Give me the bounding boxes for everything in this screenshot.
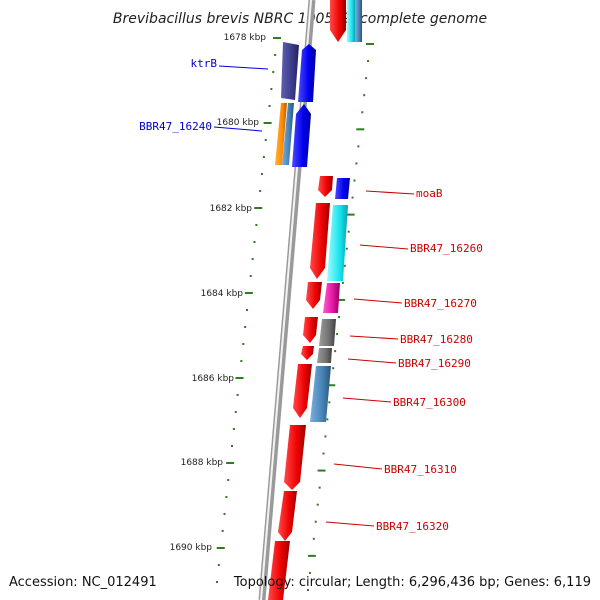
leader-16270	[353, 298, 403, 304]
genome-title: Brevibacillus brevis NBRC 100599, comple…	[113, 11, 487, 27]
gene-ktrB-blue[interactable]	[298, 44, 316, 102]
leader-ktrB	[218, 65, 269, 70]
scale-ticks	[216, 37, 374, 591]
gene-16240-orange[interactable]	[275, 103, 287, 165]
accession-text: Accession: NC_012491	[9, 575, 157, 590]
label-leaders	[213, 65, 415, 527]
leader-16320	[325, 521, 375, 527]
gene-label-16310[interactable]: BBR47_16310	[384, 463, 457, 476]
gene-16270-magenta[interactable]	[323, 283, 340, 313]
gene-label-16270[interactable]: BBR47_16270	[404, 297, 477, 310]
gene-top-red[interactable]	[330, 0, 346, 42]
leader-16290	[347, 358, 397, 364]
gene-16300-steel[interactable]	[310, 366, 331, 422]
gene-16310[interactable]	[284, 425, 306, 490]
gene-label-16260[interactable]: BBR47_16260	[410, 242, 483, 255]
gene-16320[interactable]	[278, 491, 297, 541]
gene-16290-gray[interactable]	[317, 348, 332, 363]
gene-16270[interactable]	[306, 282, 322, 309]
gene-label-16290[interactable]: BBR47_16290	[398, 357, 471, 370]
gene-label-16300[interactable]: BBR47_16300	[393, 396, 466, 409]
gene-label-ktrB[interactable]: ktrB	[191, 57, 218, 70]
gene-label-16320[interactable]: BBR47_16320	[376, 520, 449, 533]
gene-16240-blue[interactable]	[292, 104, 311, 167]
leader-16280	[349, 335, 399, 340]
tick-labels: 1678 kbp 1680 kbp 1682 kbp 1684 kbp 1686…	[170, 33, 267, 553]
leader-16300	[342, 397, 392, 403]
tick-label-1688: 1688 kbp	[181, 458, 224, 468]
gene-moaB-blue[interactable]	[335, 178, 350, 199]
gene-ktrB-navy[interactable]	[281, 42, 299, 100]
gene-moaB[interactable]	[318, 176, 333, 197]
tick-label-1682: 1682 kbp	[210, 204, 253, 214]
gene-16290[interactable]	[301, 346, 314, 360]
leader-16240	[213, 126, 263, 132]
tick-label-1678: 1678 kbp	[224, 33, 267, 43]
gene-label-16280[interactable]: BBR47_16280	[400, 333, 473, 346]
gene-16280[interactable]	[303, 317, 318, 343]
leader-16310	[333, 463, 383, 470]
gene-16300[interactable]	[293, 364, 312, 418]
leader-16260	[359, 244, 409, 250]
leader-moaB	[365, 190, 415, 195]
gene-top-steel[interactable]	[355, 0, 362, 42]
tick-label-1684: 1684 kbp	[201, 289, 244, 299]
tick-label-1680: 1680 kbp	[217, 118, 260, 128]
gene-labels: ktrB BBR47_16240 moaB BBR47_16260 BBR47_…	[139, 57, 483, 533]
gene-label-16240[interactable]: BBR47_16240	[139, 120, 212, 133]
summary-text: Topology: circular; Length: 6,296,436 bp…	[233, 575, 591, 590]
gene-16260[interactable]	[310, 203, 330, 279]
gene-16280-gray[interactable]	[319, 319, 336, 346]
gene-16260-cyan[interactable]	[327, 205, 348, 281]
gene-label-moaB[interactable]: moaB	[416, 187, 443, 200]
gene-bottom-red[interactable]	[268, 541, 290, 600]
gene-top-cyan[interactable]	[347, 0, 355, 42]
tick-label-1690: 1690 kbp	[170, 543, 213, 553]
gene-16240-steel[interactable]	[282, 103, 294, 165]
tick-label-1686: 1686 kbp	[192, 374, 235, 384]
